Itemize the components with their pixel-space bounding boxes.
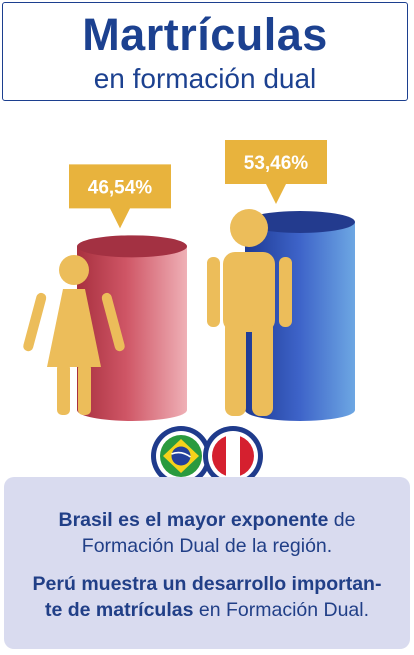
- woman-icon: [23, 255, 125, 415]
- info-box: Brasil es el mayor exponente de Formació…: [4, 477, 410, 649]
- man-arm-left: [207, 257, 220, 327]
- woman-arm-right: [101, 292, 125, 352]
- info-brazil-bold: Brasil es el mayor exponente: [58, 509, 329, 531]
- value-label-1: 46,54%: [88, 177, 153, 198]
- value-badge-2: [225, 140, 327, 204]
- info-peru-bold: Perú muestra un desarrollo importan- te …: [32, 573, 382, 621]
- woman-dress: [47, 289, 101, 367]
- info-peru-text: en Formación Dual.: [193, 599, 370, 621]
- woman-leg-left: [57, 363, 70, 415]
- cylinder-top-2: [245, 211, 355, 233]
- man-arm-right: [279, 257, 292, 327]
- woman-head: [59, 255, 89, 285]
- info-paragraph-peru: Perú muestra un desarrollo importan- te …: [22, 571, 392, 623]
- woman-leg-right: [78, 363, 91, 415]
- brazil-flag-icon: [151, 426, 211, 485]
- cylinder-top-1: [77, 235, 187, 258]
- page-title: Martrículas: [82, 9, 328, 60]
- man-torso: [223, 252, 275, 332]
- man-icon: [207, 209, 292, 416]
- man-head: [230, 209, 268, 247]
- peru-flag-icon: [203, 426, 263, 485]
- cylinder-chart: 46,54% 53,46%: [23, 140, 355, 421]
- title-box: Martrículas en formación dual: [2, 2, 408, 101]
- value-label-2: 53,46%: [244, 153, 309, 174]
- flags-row: [151, 426, 263, 485]
- info-brazil-text: de Formación Dual de la región.: [81, 509, 356, 557]
- cylinder-bar-1: [77, 246, 187, 421]
- man-leg-left: [225, 320, 246, 416]
- value-badge-1: [69, 164, 171, 229]
- info-paragraph-brazil: Brasil es el mayor exponente de Formació…: [22, 507, 392, 559]
- man-leg-right: [252, 320, 273, 416]
- woman-arm-left: [23, 292, 47, 352]
- page-subtitle: en formación dual: [93, 63, 317, 94]
